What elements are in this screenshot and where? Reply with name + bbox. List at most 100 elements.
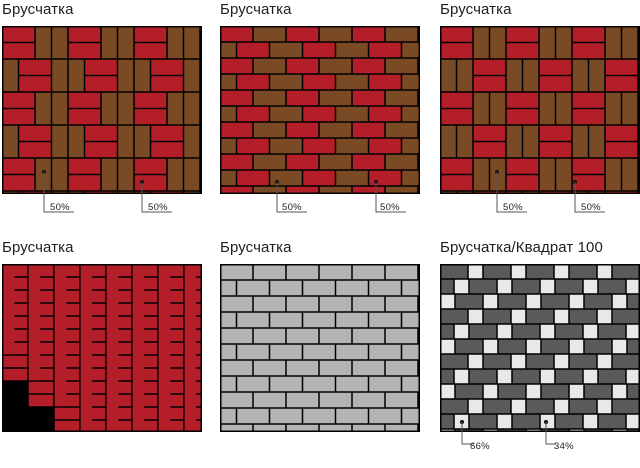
paver-block <box>106 407 119 432</box>
paver-block <box>151 142 183 158</box>
paver-block <box>385 328 418 344</box>
paver-block <box>584 384 612 399</box>
paver-block <box>106 394 132 407</box>
paver-block <box>402 106 420 122</box>
paver-block <box>2 355 28 368</box>
paver-block <box>626 414 640 429</box>
paver-block <box>184 92 200 125</box>
paver-block <box>28 290 41 316</box>
paver-block <box>220 360 253 376</box>
paver-block <box>253 186 286 194</box>
paver-block <box>540 414 555 429</box>
paver-block <box>132 394 158 407</box>
paver-block <box>352 186 385 194</box>
pattern-frame <box>440 26 640 194</box>
paver-block <box>80 316 93 342</box>
panel-title: Брусчатка <box>220 239 292 256</box>
paver-block <box>2 316 28 329</box>
paver-block <box>369 42 401 58</box>
paver-block <box>184 125 200 158</box>
paver-block <box>497 324 512 339</box>
paver-block <box>286 328 319 344</box>
paver-block <box>80 303 106 316</box>
paver-block <box>352 296 385 312</box>
paver-block <box>132 407 158 420</box>
paver-block <box>80 264 93 290</box>
paver-block <box>270 280 302 296</box>
paver-block <box>556 92 572 125</box>
paver-block <box>132 290 145 316</box>
paver-block <box>237 170 269 186</box>
percentage-label: 50% <box>148 202 168 213</box>
paver-block <box>2 329 28 342</box>
paver-block <box>184 290 197 316</box>
paver-block <box>598 414 626 429</box>
pattern-frame <box>2 26 202 194</box>
paver-block <box>52 92 68 125</box>
paver-block <box>622 92 638 125</box>
paver-block <box>158 329 184 342</box>
paver-block <box>336 376 368 392</box>
paver-block <box>352 328 385 344</box>
paver-block <box>106 420 119 432</box>
paver-block <box>158 316 184 329</box>
paver-block <box>483 384 498 399</box>
paver-block <box>28 381 54 394</box>
paver-block <box>106 264 119 290</box>
paver-block <box>539 142 572 158</box>
paver-block <box>303 344 335 360</box>
paver-block <box>270 408 302 424</box>
paver-block <box>184 394 197 420</box>
paver-block <box>583 369 598 384</box>
paver-block <box>132 303 158 316</box>
paver-block <box>526 339 541 354</box>
paver-block <box>158 264 171 290</box>
paver-block <box>80 394 106 407</box>
paving-pattern-basketweave <box>2 26 202 194</box>
paver-block <box>440 369 454 384</box>
paver-block <box>19 125 51 141</box>
paver-block <box>483 294 498 309</box>
paver-block <box>336 106 368 122</box>
paver-block <box>598 279 626 294</box>
paver-block <box>605 142 638 158</box>
paver-block <box>52 158 68 191</box>
paver-block <box>54 381 80 394</box>
paver-block <box>303 170 335 186</box>
paver-block <box>54 407 80 420</box>
paver-block <box>220 58 253 74</box>
paver-block <box>132 290 158 303</box>
paver-block <box>440 294 455 309</box>
paver-block <box>319 90 352 106</box>
paver-block <box>80 277 106 290</box>
percentage-label: 34% <box>554 441 574 452</box>
paver-block <box>101 26 117 59</box>
paver-block <box>512 279 540 294</box>
paver-block <box>319 154 352 170</box>
paver-block <box>539 59 572 75</box>
paver-block <box>506 109 539 125</box>
paver-block <box>612 384 627 399</box>
paver-block <box>220 90 253 106</box>
percentage-label: 66% <box>470 441 490 452</box>
paver-block <box>369 408 401 424</box>
paver-block <box>539 125 572 141</box>
paver-block <box>80 407 106 420</box>
paver-block <box>28 342 54 355</box>
paver-block <box>54 329 80 342</box>
paver-block <box>54 290 67 316</box>
pattern-frame <box>2 264 202 432</box>
paver-block <box>2 303 15 329</box>
paver-block <box>336 170 368 186</box>
paver-block <box>158 368 171 394</box>
paver-block <box>184 59 200 92</box>
panel-title: Брусчатка <box>220 1 292 18</box>
paver-block <box>440 109 473 125</box>
paver-block <box>132 329 145 355</box>
paver-block <box>80 290 106 303</box>
paver-block <box>497 414 512 429</box>
paver-block <box>352 90 385 106</box>
paver-block <box>54 342 67 368</box>
paver-block <box>80 342 106 355</box>
percentage-label: 50% <box>282 202 302 213</box>
